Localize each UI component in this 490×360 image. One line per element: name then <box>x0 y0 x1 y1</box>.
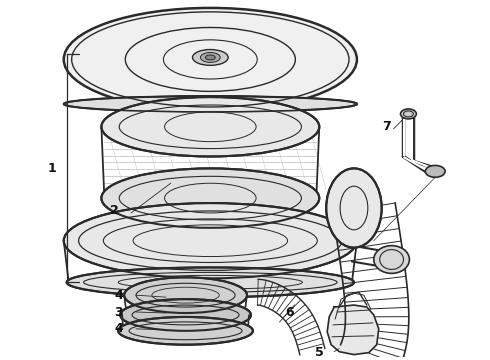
Ellipse shape <box>101 168 319 228</box>
Ellipse shape <box>64 203 357 278</box>
Text: 6: 6 <box>285 306 294 319</box>
Text: 1: 1 <box>48 162 56 175</box>
Text: 2: 2 <box>110 204 119 217</box>
Ellipse shape <box>64 96 357 112</box>
Text: 5: 5 <box>316 346 324 359</box>
Text: 7: 7 <box>382 120 391 133</box>
Ellipse shape <box>326 168 382 248</box>
Ellipse shape <box>67 267 354 297</box>
Ellipse shape <box>101 97 319 157</box>
Text: 4: 4 <box>115 322 123 336</box>
Ellipse shape <box>425 165 445 177</box>
Ellipse shape <box>200 53 220 62</box>
Ellipse shape <box>400 109 416 119</box>
Polygon shape <box>327 305 379 355</box>
Ellipse shape <box>120 299 251 331</box>
Text: 3: 3 <box>115 306 123 319</box>
Text: 4: 4 <box>115 289 123 302</box>
Ellipse shape <box>374 246 410 273</box>
Ellipse shape <box>124 277 247 313</box>
Ellipse shape <box>118 317 253 345</box>
Ellipse shape <box>205 55 215 60</box>
Ellipse shape <box>64 8 357 111</box>
Ellipse shape <box>193 50 228 66</box>
